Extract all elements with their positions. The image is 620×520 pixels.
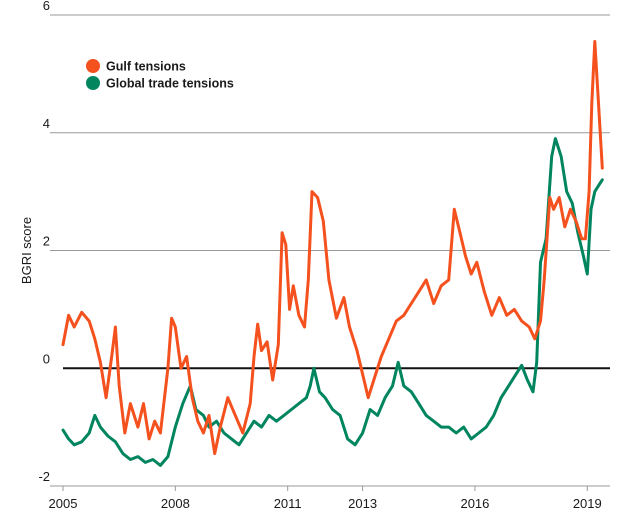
y-tick-label: 6 xyxy=(43,0,50,13)
series-line-gulf-tensions xyxy=(61,40,604,456)
x-tick-label: 2008 xyxy=(161,496,190,511)
x-tick-label: 2013 xyxy=(348,496,377,511)
y-tick-label: 2 xyxy=(43,234,50,249)
legend-label: Gulf tensions xyxy=(106,60,186,74)
x-axis-tick-labels: 2005 2008 2011 2013 2016 2019 xyxy=(49,486,602,511)
legend-marker xyxy=(86,76,100,90)
x-tick-label: 2016 xyxy=(460,496,489,511)
y-tick-label: 0 xyxy=(43,351,50,366)
y-tick-label: -2 xyxy=(38,469,50,484)
y-axis-title: BGRI score xyxy=(19,217,34,284)
series-lines xyxy=(61,40,604,467)
legend-label: Global trade tensions xyxy=(106,77,234,91)
y-tick-label: 4 xyxy=(43,116,50,131)
y-axis-tick-labels: -2 0 2 4 6 xyxy=(38,0,50,484)
legend: Gulf tensions Global trade tensions xyxy=(86,59,234,91)
legend-marker xyxy=(86,59,100,73)
x-tick-label: 2011 xyxy=(274,496,302,511)
x-tick-label: 2019 xyxy=(573,496,602,511)
x-tick-label: 2005 xyxy=(49,496,78,511)
